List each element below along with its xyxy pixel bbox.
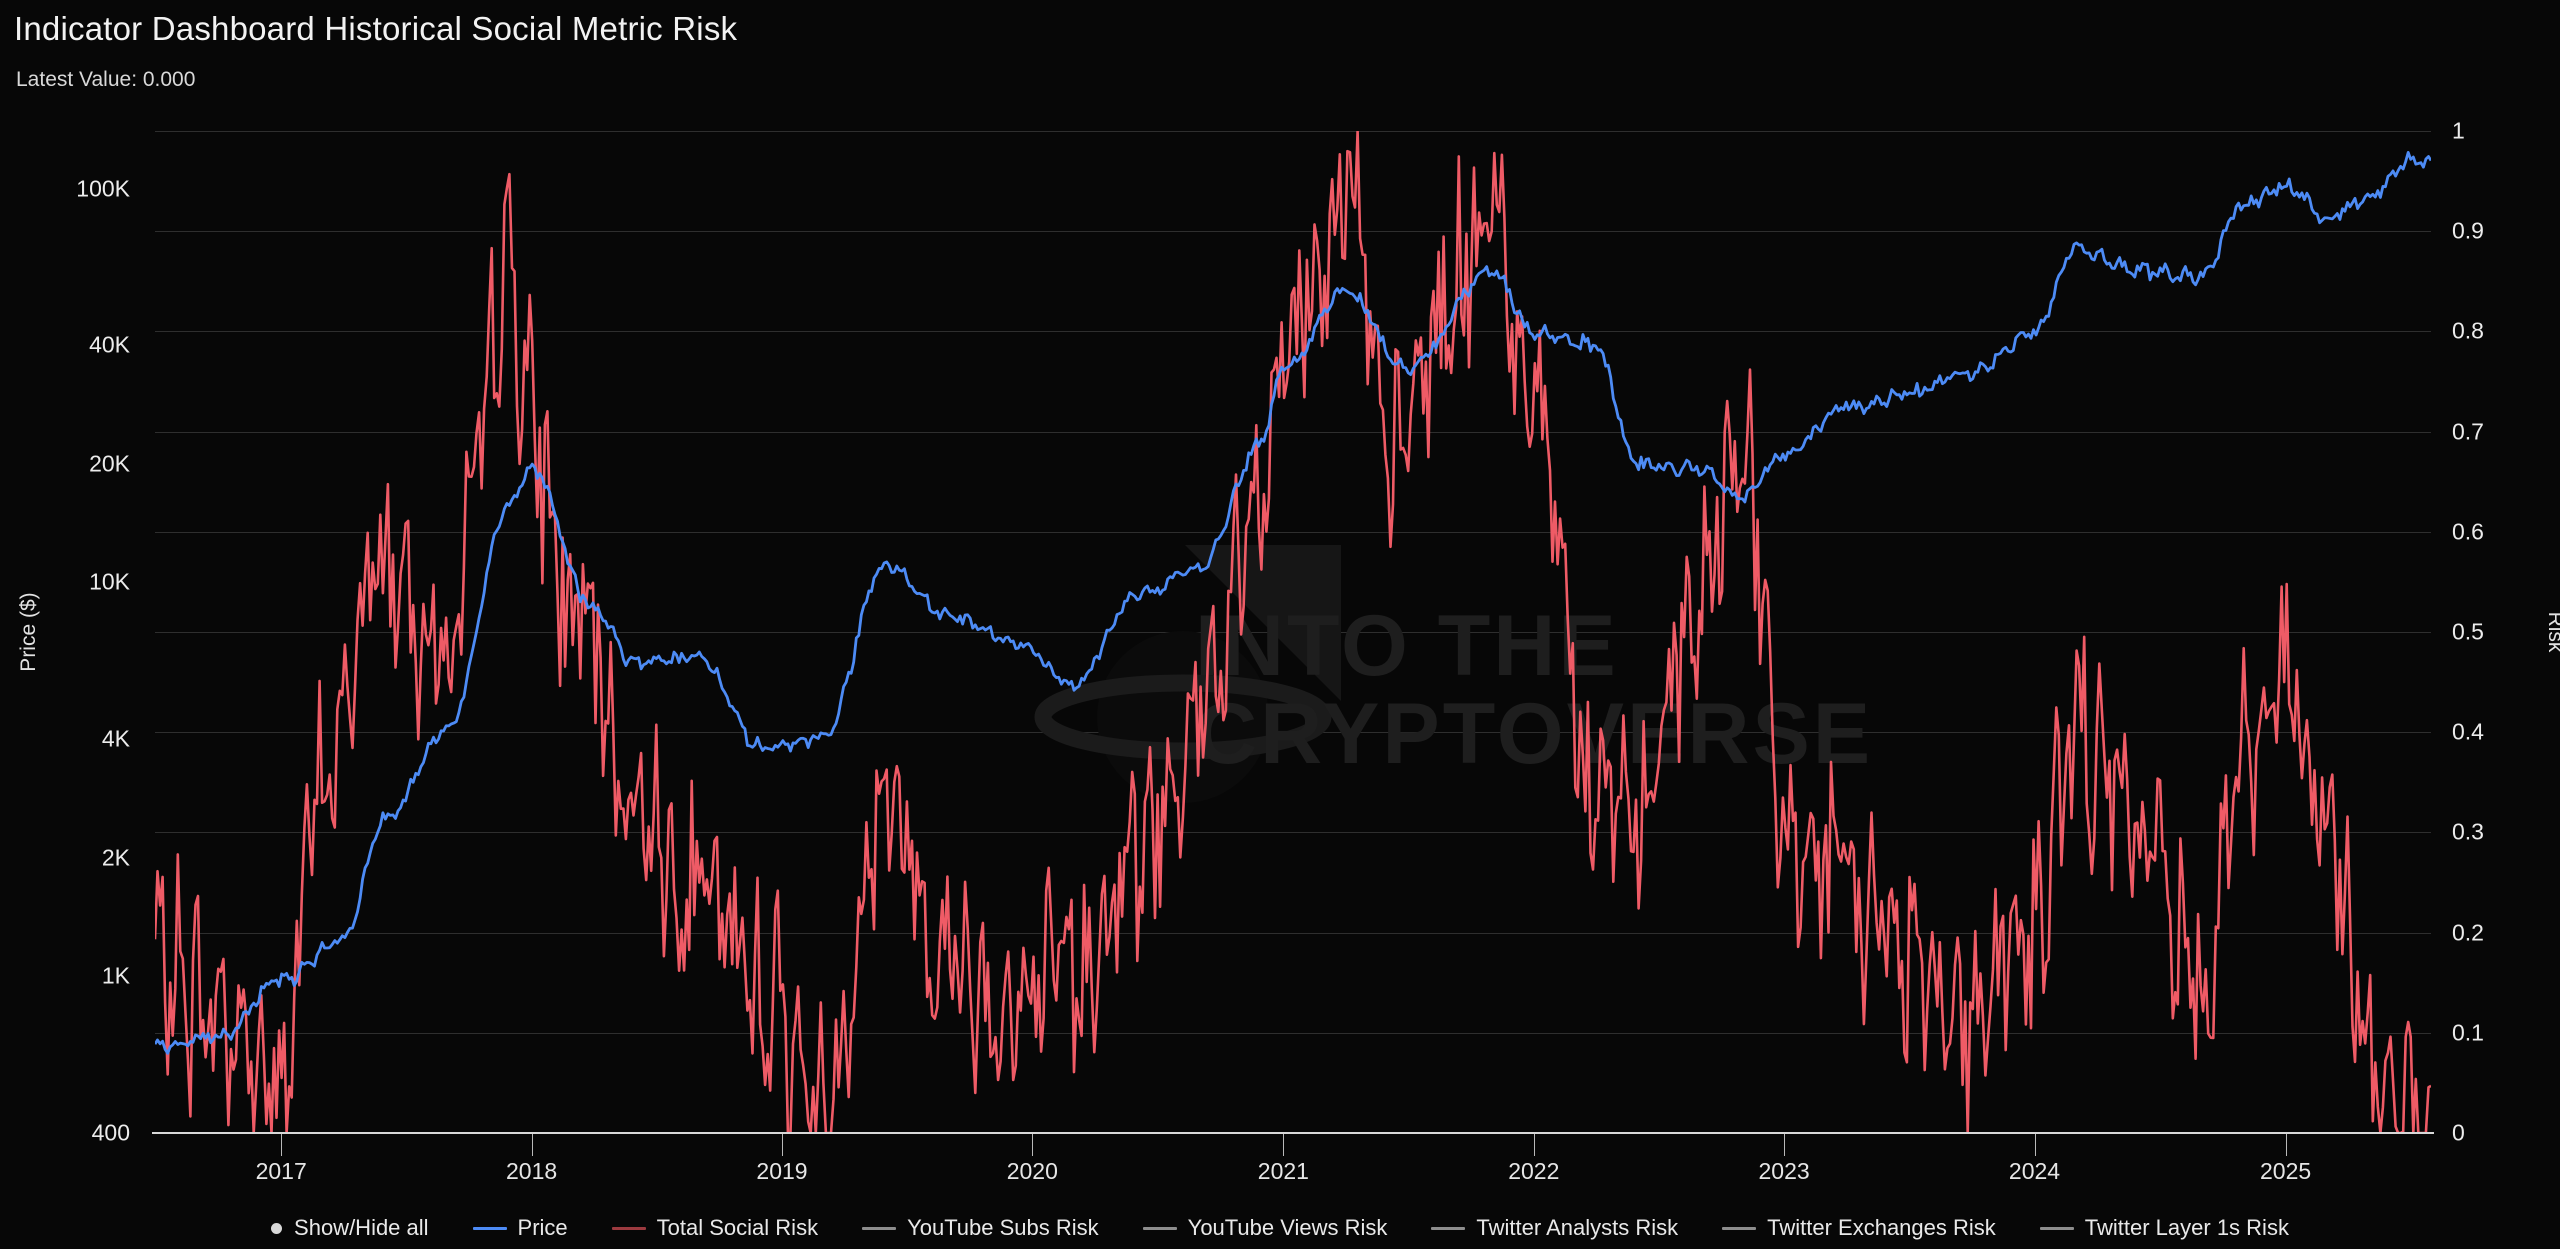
x-axis-tick-label: 2020 [1006, 1158, 1058, 1184]
legend-line-icon [611, 1226, 646, 1230]
legend-item-label: YouTube Subs Risk [907, 1215, 1099, 1240]
legend-item-label: YouTube Views Risk [1187, 1215, 1388, 1240]
price-line [155, 151, 2431, 1055]
series-price [155, 151, 2431, 1055]
legend-item-label: Twitter Layer 1s Risk [2084, 1215, 2289, 1240]
page-title: Indicator Dashboard Historical Social Me… [14, 10, 738, 47]
y-axis-right-tick-label: 0.9 [2452, 217, 2484, 244]
gridline [155, 531, 2431, 533]
gridline [155, 1032, 2431, 1034]
y-axis-left-tick-label: 100K [76, 175, 130, 202]
y-axis-left-tick-label: 10K [89, 568, 130, 595]
legend-item-twitter-analysts-risk[interactable]: Twitter Analysts Risk [1431, 1215, 1678, 1241]
y-axis-left-tick-label: 4K [101, 725, 130, 752]
legend-item-show-hide-all[interactable]: Show/Hide all [271, 1215, 429, 1241]
legend-line-icon [1431, 1226, 1466, 1230]
y-axis-right-tick-label: 1 [2452, 117, 2465, 144]
y-axis-left-tick-label: 40K [89, 331, 130, 358]
legend-item-youtube-views-risk[interactable]: YouTube Views Risk [1142, 1215, 1388, 1241]
gridline [155, 431, 2431, 433]
legend-line-icon [472, 1226, 507, 1230]
legend-dot-icon [271, 1222, 283, 1234]
y-axis-right-tick-label: 0 [2452, 1119, 2465, 1146]
x-axis-tick-label: 2018 [506, 1158, 558, 1184]
x-axis-tick [782, 1134, 783, 1156]
legend-item-label: Twitter Analysts Risk [1476, 1215, 1679, 1240]
gridline [155, 932, 2431, 934]
y-axis-left-tick-label: 2K [101, 844, 130, 871]
y-axis-left-tick-label: 1K [101, 962, 130, 989]
series-total-social-risk [155, 131, 2431, 1133]
y-axis-right-tick-label: 0.2 [2452, 919, 2484, 946]
y-axis-right-tick-label: 0.6 [2452, 518, 2484, 545]
y-axis-right-tick-label: 0.8 [2452, 317, 2484, 344]
legend-item-twitter-exchanges-risk[interactable]: Twitter Exchanges Risk [1722, 1215, 1996, 1241]
x-axis-tick [2285, 1134, 2287, 1156]
x-axis-tick-label: 2022 [1508, 1158, 1560, 1184]
y-axis-right-tick-label: 0.3 [2452, 818, 2484, 845]
x-axis-tick-label: 2024 [2008, 1158, 2061, 1184]
x-axis-tick-label: 2017 [255, 1158, 307, 1184]
x-axis-tick-label: 2023 [1758, 1158, 1810, 1184]
latest-value-text: Latest Value: 0.000 [16, 68, 196, 91]
legend-item-total-social-risk[interactable]: Total Social Risk [611, 1215, 819, 1241]
series-container [155, 131, 2431, 1133]
x-axis-line [152, 1132, 2434, 1134]
y-axis-left-tick-label: 400 [91, 1119, 130, 1146]
x-axis-tick [531, 1134, 533, 1156]
y-axis-right-label: Risk [2544, 611, 2560, 653]
plot-area[interactable]: INTO THE CRYPTOVERSE [155, 131, 2431, 1133]
x-axis-tick [1784, 1134, 1786, 1156]
x-axis-tick [2034, 1134, 2036, 1156]
x-axis-tick-label: 2025 [2260, 1158, 2312, 1184]
y-axis-left-tick-label: 20K [89, 450, 130, 477]
gridline [155, 231, 2431, 233]
y-axis-right-tick-label: 0.7 [2452, 418, 2484, 445]
y-axis-right-tick-label: 0.4 [2452, 718, 2484, 745]
x-axis-tick [1533, 1134, 1535, 1156]
legend-item-label: Total Social Risk [656, 1215, 819, 1240]
x-axis-tick-label: 2019 [756, 1158, 808, 1184]
x-axis-tick [1032, 1134, 1034, 1156]
legend-item-label: Show/Hide all [294, 1215, 429, 1240]
legend-item-youtube-subs-risk[interactable]: YouTube Subs Risk [862, 1215, 1099, 1241]
risk-line [155, 131, 2431, 1133]
legend-item-label: Twitter Exchanges Risk [1767, 1215, 1996, 1240]
legend-item-twitter-layer-1s-risk[interactable]: Twitter Layer 1s Risk [2039, 1215, 2289, 1241]
legend-line-icon [1142, 1226, 1177, 1230]
legend-line-icon [1722, 1226, 1757, 1230]
legend: Show/Hide all Price Total Social Risk YouTu… [0, 1206, 2560, 1249]
y-axis-right-tick-label: 0.5 [2452, 618, 2484, 645]
y-axis-right-tick-label: 0.1 [2452, 1019, 2484, 1046]
legend-line-icon [862, 1226, 897, 1230]
gridline [155, 131, 2431, 132]
legend-item-price[interactable]: Price [472, 1215, 568, 1241]
legend-item-label: Price [517, 1215, 568, 1240]
x-axis-tick [1283, 1134, 1285, 1156]
x-axis-tick [281, 1134, 283, 1156]
x-axis-tick-label: 2021 [1257, 1158, 1309, 1184]
gridline [155, 331, 2431, 333]
legend-line-icon [2039, 1226, 2074, 1230]
